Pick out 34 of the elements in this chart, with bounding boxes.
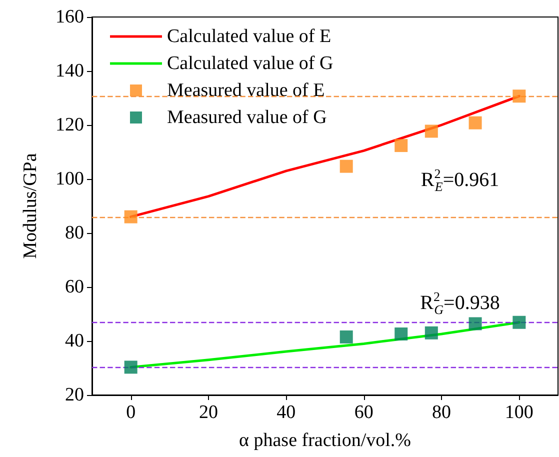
- point: [424, 124, 438, 138]
- x-tick-label: 60: [354, 402, 374, 423]
- point: [124, 360, 138, 374]
- point: [124, 210, 138, 224]
- annotation: R$^{2}$$_{E}$=0.961: [420, 166, 500, 194]
- x-tick-label: 0: [126, 402, 136, 423]
- point: [394, 327, 408, 340]
- x-tick-label: 80: [432, 402, 451, 423]
- legend-label: Measured value of E: [167, 80, 325, 101]
- point: [512, 90, 526, 103]
- y-tick-label: 80: [65, 222, 84, 244]
- point: [468, 317, 482, 330]
- x-tick-label: 40: [276, 402, 296, 423]
- point: [340, 330, 353, 344]
- y-tick-label: 60: [65, 276, 84, 298]
- y-tick-label: 20: [65, 384, 84, 406]
- y-tick-label: 40: [65, 330, 84, 352]
- y-tick-label: 120: [56, 114, 84, 136]
- x-axis-title: α phase fraction/vol.%: [239, 430, 412, 451]
- legend-label: Calculated value of G: [167, 53, 334, 74]
- point: [340, 160, 353, 173]
- legend-label: Measured value of G: [167, 107, 328, 128]
- y-tick-label: 140: [56, 60, 84, 82]
- point: [394, 139, 408, 152]
- point: [424, 326, 438, 340]
- x-tick-label: 100: [504, 402, 534, 423]
- legend-label: Calculated value of E: [167, 26, 332, 47]
- x-tick-label: 20: [199, 402, 218, 423]
- y-axis-title: Modulus/GPa: [20, 152, 41, 259]
- y-tick-label: 100: [56, 168, 84, 190]
- point: [512, 316, 526, 329]
- y-tick-label: 160: [56, 6, 84, 28]
- annotation: R$^{2}$$_{G}$=0.938: [420, 289, 500, 317]
- point: [468, 116, 482, 130]
